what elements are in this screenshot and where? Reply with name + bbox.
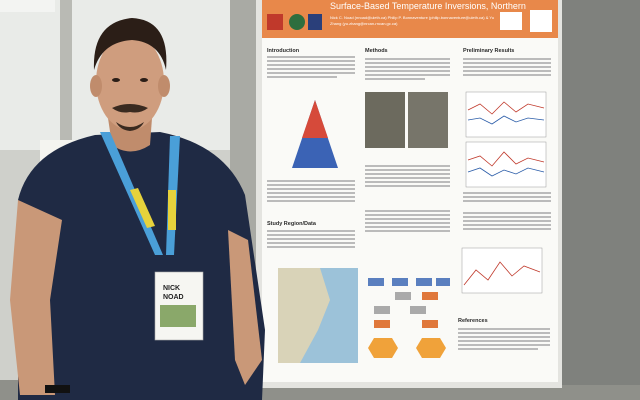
logo <box>308 14 322 30</box>
logo <box>267 14 283 30</box>
poster-authors: Zhang (yu.zhang@nrcan-rncan.gc.ca) <box>330 21 398 26</box>
badge-name: NOAD <box>163 294 184 301</box>
logo <box>500 12 522 30</box>
ear <box>90 75 102 97</box>
eye <box>140 78 148 82</box>
lanyard-stripe <box>130 188 155 228</box>
face <box>96 34 164 130</box>
pyramid-diagram <box>302 100 328 138</box>
arm <box>228 230 262 385</box>
text-block <box>463 58 551 230</box>
logo <box>530 10 552 32</box>
badge-name: NICK <box>163 285 180 292</box>
logo <box>289 14 305 30</box>
ear <box>158 75 170 97</box>
person: NICK NOAD <box>10 18 265 400</box>
flowchart <box>368 278 450 358</box>
goatee <box>116 122 144 131</box>
section-title: Introduction <box>267 48 300 54</box>
section-title: Preliminary Results <box>463 48 514 54</box>
lanyard-stripe <box>168 190 176 230</box>
poster: Surface-Based Temperature Inversions, No… <box>262 0 558 382</box>
badge-image <box>160 305 196 327</box>
section-title: References <box>458 318 488 324</box>
arm <box>10 200 62 395</box>
hair <box>93 18 167 70</box>
board <box>560 0 640 385</box>
poster-title: Surface-Based Temperature Inversions, No… <box>330 1 526 11</box>
text-block <box>458 328 550 350</box>
watch <box>45 385 70 393</box>
text-block <box>267 56 355 248</box>
sign <box>0 0 55 12</box>
eye <box>112 78 120 82</box>
result-chart <box>461 91 547 294</box>
section-title: Methods <box>365 48 388 54</box>
section-title: Study Region/Data <box>267 221 317 227</box>
photo <box>365 92 405 148</box>
map-land <box>278 268 330 363</box>
text-block <box>365 58 450 232</box>
photo <box>408 92 448 148</box>
poster-authors: Nick C. Noad (nnoad@uleth.ca) Philip P. … <box>330 15 494 20</box>
mustache <box>112 104 148 113</box>
